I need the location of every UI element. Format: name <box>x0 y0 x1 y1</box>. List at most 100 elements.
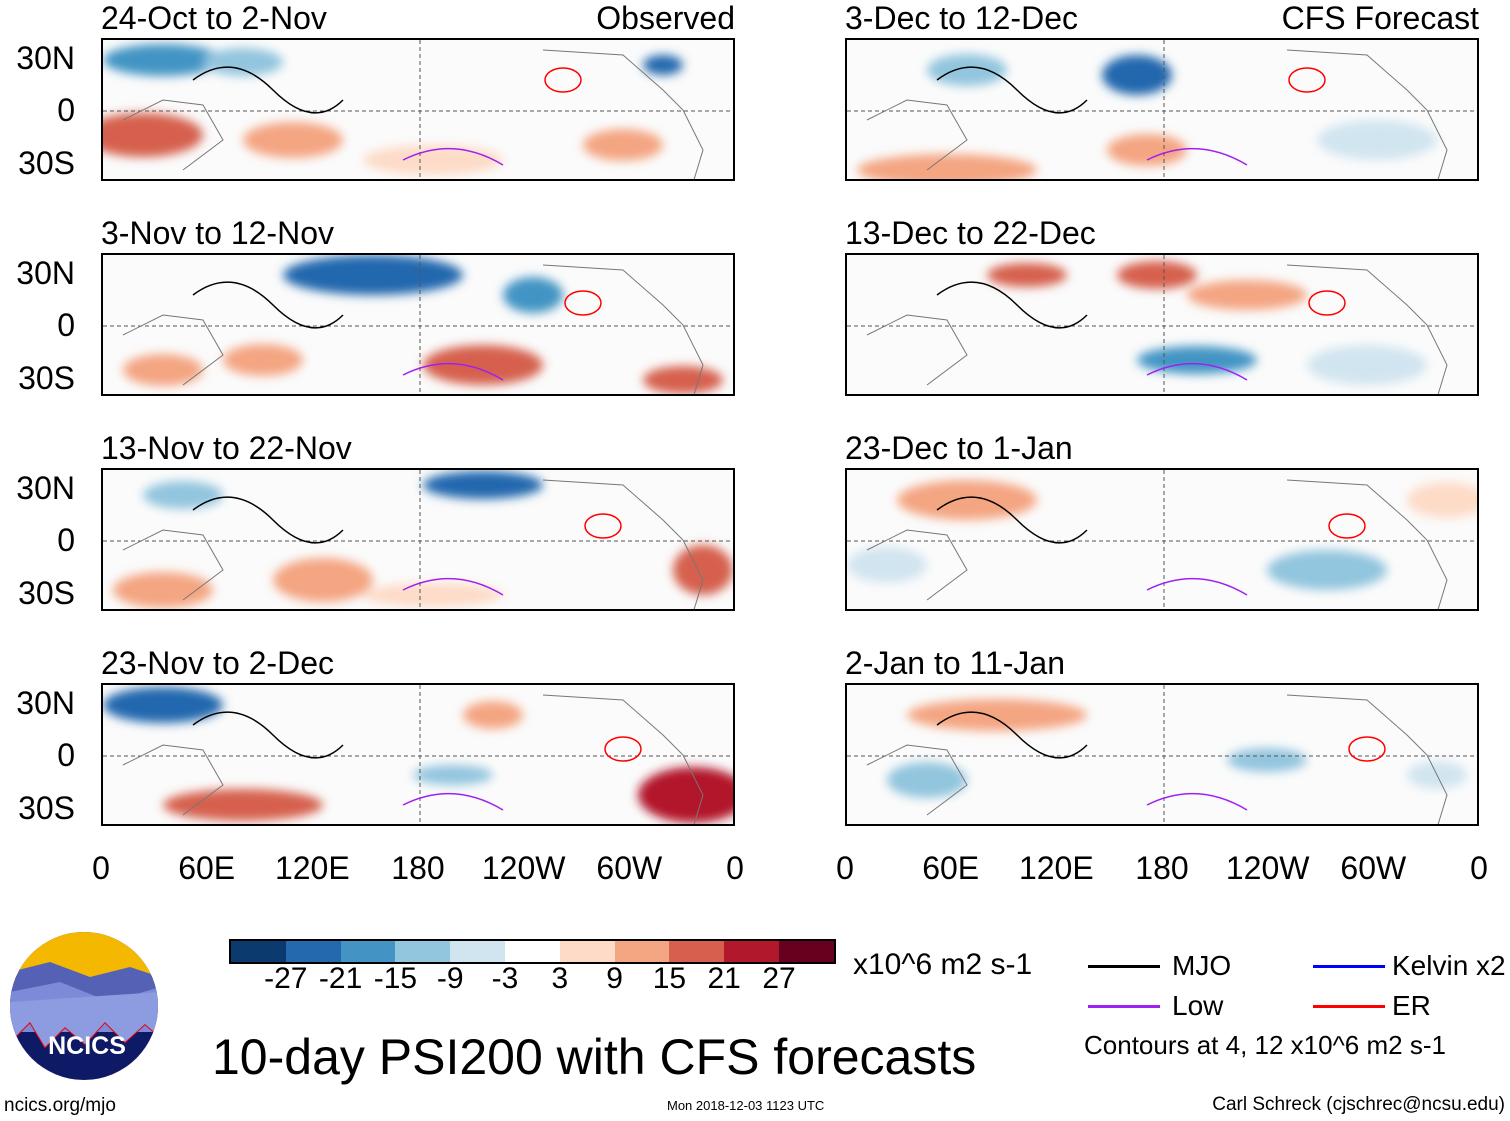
low-contour <box>1146 792 1248 811</box>
svg-text:NCICS: NCICS <box>48 1032 126 1060</box>
legend-kelvin-line <box>1313 965 1385 968</box>
anomaly-blob <box>413 765 493 785</box>
colorbar-swatch <box>395 941 451 962</box>
anomaly-blob <box>1137 346 1257 374</box>
legend-low-line <box>1088 1005 1160 1008</box>
er-contour <box>584 513 622 539</box>
anomaly-blob <box>1307 345 1427 385</box>
colorbar-swatch <box>559 941 615 962</box>
colorbar-tick: -9 <box>436 962 464 995</box>
lon-tick: 60W <box>596 850 663 886</box>
legend-er-line <box>1313 1005 1385 1008</box>
colorbar-tick: 15 <box>652 962 687 995</box>
mjo-contour <box>192 66 344 114</box>
panel-title: 13-Dec to 22-Dec <box>845 215 1096 251</box>
map-field <box>103 470 733 609</box>
map-field <box>847 470 1477 609</box>
right-panel-1 <box>845 253 1479 396</box>
anomaly-blob <box>1117 261 1197 289</box>
anomaly-blob <box>203 48 283 76</box>
mjo-contour <box>936 496 1088 544</box>
coastlines <box>122 479 704 609</box>
coastlines <box>866 694 1448 824</box>
coastlines <box>866 49 1448 179</box>
lon-tick: 120W <box>481 850 566 886</box>
left-panel-0 <box>101 38 735 181</box>
anomaly-blob <box>103 44 223 76</box>
lon-tick: 180 <box>391 850 445 886</box>
anomaly-blob <box>1317 120 1437 160</box>
map-field <box>103 40 733 179</box>
lon-tick: 0 <box>92 850 110 886</box>
lat-tick: 30N <box>16 40 75 76</box>
er-contour <box>564 290 602 316</box>
anomaly-blob <box>103 687 223 723</box>
er-contour <box>1348 736 1386 762</box>
panel-title: 24-Oct to 2-Nov <box>101 0 327 36</box>
anomaly-blob <box>123 354 203 386</box>
footer-url[interactable]: ncics.org/mjo <box>4 1095 116 1116</box>
map-field <box>847 40 1477 179</box>
map-field <box>847 255 1477 394</box>
coastlines <box>122 49 704 179</box>
coastlines <box>866 479 1448 609</box>
colorbar-swatch <box>669 941 725 962</box>
colorbar-swatch <box>450 941 505 962</box>
lon-tick: 120E <box>274 850 350 886</box>
mjo-contour <box>936 281 1088 329</box>
colorbar-swatch <box>340 941 396 962</box>
er-contour <box>1328 513 1366 539</box>
panel-title: 13-Nov to 22-Nov <box>101 430 352 466</box>
anomaly-blob <box>897 480 1037 520</box>
mjo-contour <box>936 711 1088 759</box>
lat-tick: 0 <box>57 737 75 773</box>
map-field <box>103 685 733 824</box>
er-contour <box>604 736 642 762</box>
low-contour <box>1146 147 1248 166</box>
lat-tick: 30S <box>18 790 75 826</box>
lon-tick: 0 <box>1470 850 1488 886</box>
lat-tick: 30S <box>18 575 75 611</box>
panel-title: 3-Nov to 12-Nov <box>101 215 334 251</box>
anomaly-blob <box>283 255 463 295</box>
lat-tick: 30N <box>16 470 75 506</box>
low-contour <box>402 147 504 166</box>
anomaly-blob <box>673 545 733 595</box>
anomaly-blob <box>847 547 927 583</box>
legend-mjo: MJO <box>1172 950 1232 981</box>
lat-tick: 0 <box>57 92 75 128</box>
colorbar-tick: 21 <box>707 962 741 995</box>
anomaly-blob <box>1227 748 1307 772</box>
coastlines <box>122 694 704 824</box>
anomaly-blob <box>143 481 223 509</box>
colorbar-tick: -15 <box>373 962 418 995</box>
anomaly-blob <box>907 699 1087 731</box>
lat-tick: 0 <box>57 522 75 558</box>
map-field <box>847 685 1477 824</box>
anomaly-blob <box>857 154 1037 179</box>
contours-note: Contours at 4, 12 x10^6 m2 s-1 <box>1084 1030 1446 1060</box>
colorbar-tick: -3 <box>491 962 519 995</box>
anomaly-blob <box>1407 482 1477 518</box>
footer-timestamp: Mon 2018-12-03 1123 UTC <box>667 1098 825 1113</box>
lon-tick: 180 <box>1135 850 1189 886</box>
panel-title: 3-Dec to 12-Dec <box>845 0 1078 36</box>
er-contour <box>1308 290 1346 316</box>
colorbar-swatch <box>614 941 670 962</box>
low-contour <box>402 792 504 811</box>
figure-title: 10-day PSI200 with CFS forecasts <box>212 1029 977 1085</box>
anomaly-blob <box>987 263 1067 287</box>
coastlines <box>866 264 1448 394</box>
anomaly-blob <box>423 345 543 385</box>
low-contour <box>402 362 504 381</box>
anomaly-blob <box>1102 55 1172 95</box>
lon-tick: 120W <box>1225 850 1310 886</box>
low-contour <box>402 577 504 596</box>
colorbar-tick: 9 <box>606 962 623 995</box>
legend-mjo-line <box>1088 965 1160 968</box>
left-panel-2 <box>101 468 735 611</box>
anomaly-blob <box>223 344 303 376</box>
map-field <box>103 255 733 394</box>
right-panel-3 <box>845 683 1479 826</box>
